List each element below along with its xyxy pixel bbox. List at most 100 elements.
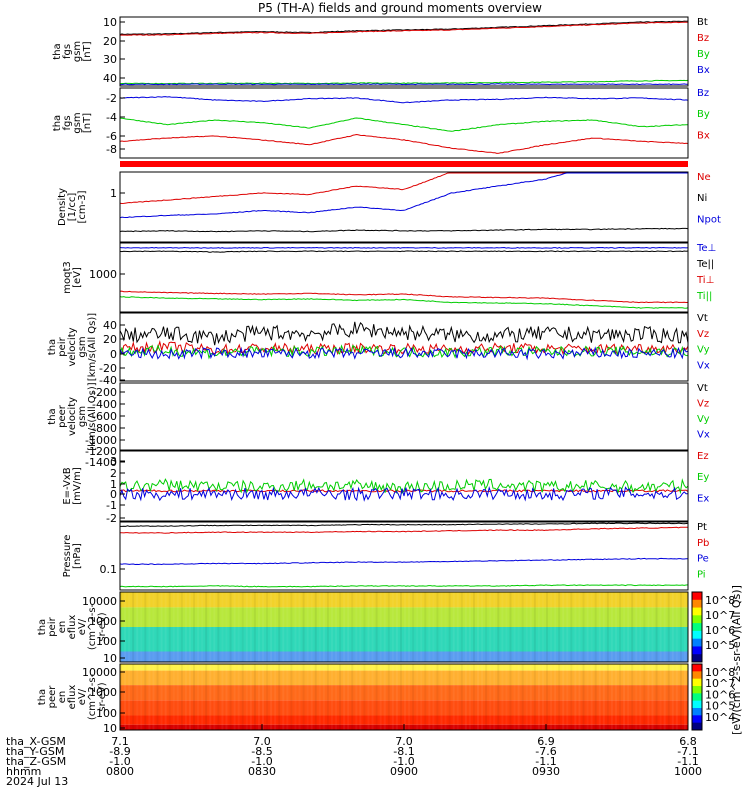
ion_spec-stripe [570,592,573,662]
ion_spec-band [120,592,688,608]
ion_spec-stripe [517,592,520,662]
density-ylabel: [1/cc] [67,193,78,222]
ele_spec-stripe [144,664,147,730]
ion_spec-stripe [314,592,317,662]
ion_spec-stripe [667,592,670,662]
ele_spec-ylabel: eflux [67,685,78,710]
ion_spec-stripe [351,592,354,662]
ele_spec-stripe [326,664,329,730]
ion_vel-ylabel: gsm [77,336,88,357]
efield-frame [119,450,689,522]
ion_spec-stripe [509,592,512,662]
ion_vel-ylabel: peir [57,336,68,356]
ele_spec-stripe [404,664,406,730]
ion_spec-stripe [594,592,597,662]
ele_spec-stripe [517,664,520,730]
efield-legend-1: Ey [697,472,709,483]
density-series-0 [119,172,688,205]
ele_spec-stripe [623,664,626,730]
pressure-ytick: 0.1 [100,563,118,576]
ion_spec-stripe [148,592,151,662]
ele_spec-stripe [537,664,540,730]
ele_spec-stripe [606,664,609,730]
x-row-value: -1.0 [251,755,272,768]
ele_spec-stripe [663,664,666,730]
ion_spec-colorbar-segment [692,654,702,663]
ele_spec-stripe [485,664,488,730]
ion_spec-stripe [322,592,325,662]
x-row-label: tha_Z-GSM [6,755,66,768]
ion_vel-ytick: -40 [99,374,117,387]
ion_spec-stripe [578,592,581,662]
ele_spec-stripe [493,664,496,730]
ion_spec-stripe [493,592,496,662]
ele_spec-stripe [180,664,183,730]
ion_spec-stripe [562,592,565,662]
ion_spec-ytick: 1000 [89,615,117,628]
ele_spec-band [120,715,688,725]
ion_spec-stripe [237,592,240,662]
ele_spec-stripe [266,664,269,730]
ele_vel-ytick: -800 [92,422,117,435]
ele_spec-stripe [432,664,435,730]
ion_spec-stripe [172,592,175,662]
ele_spec-stripe [643,664,646,730]
ele_spec-stripe [363,664,366,730]
ele_spec-stripe [395,664,398,730]
x-row-value: -7.1 [677,745,698,758]
ele_spec-stripe [132,664,135,730]
ele_spec-stripe [639,664,642,730]
ele_vel-ytick: -1400 [85,456,117,469]
ion_spec-stripe [140,592,143,662]
ion_spec-stripe [477,592,480,662]
ion_spec-stripe [298,592,301,662]
ion_spec-stripe [412,592,415,662]
ele_spec-stripe [477,664,480,730]
ion_spec-stripe [286,592,289,662]
density-ylabel: [cm-3] [77,190,88,223]
ele_spec-colorbar-segment [692,678,702,687]
quality-flag-bar [120,161,688,167]
ele_vel-ylabel: [km/s(All Qs)] [87,382,98,450]
ele_spec-stripe [233,664,236,730]
density-series-2 [119,172,688,219]
temp-ylabel: [eV] [72,267,83,288]
ele_spec-stripe [193,664,196,730]
fgs_btot-series-0 [119,20,689,36]
ion_vel-legend-1: Vz [697,329,709,340]
ele_spec-stripe [598,664,601,730]
efield-series-1 [119,478,689,495]
ion_spec-stripe [643,592,646,662]
ele_spec-stripe [330,664,333,730]
ion_spec-stripe [554,592,557,662]
ele_spec-stripe [347,664,350,730]
ion_spec-stripe [355,592,358,662]
ele_spec-stripe [241,664,244,730]
x-row-value: -8.9 [109,745,130,758]
ele_spec-stripe [156,664,159,730]
fgs_btot-legend-2: By [697,49,710,60]
fgs_comp-series-1 [120,117,689,132]
ele_spec-ytick: 10 [103,722,117,735]
ion_spec-stripe [606,592,609,662]
fgs_btot-series-3 [120,83,688,86]
ion_spec-ytick: 100 [96,635,117,648]
ele_spec-stripe [120,664,122,730]
x-row-value: -1.0 [109,755,130,768]
ion_spec-stripe [339,592,342,662]
ele_spec-stripe [306,664,309,730]
ele_spec-stripe [391,664,394,730]
ion_vel-ytick: 20 [103,333,117,346]
ion_spec-stripe [180,592,183,662]
ion_spec-stripe [598,592,601,662]
x-row-value: -8.1 [393,745,414,758]
x-row-value: 7.1 [111,735,129,748]
ion_spec-colorbar-segment [692,615,702,624]
ion_spec-stripe [249,592,252,662]
ele_spec-stripe [387,664,390,730]
ion_spec-stripe [610,592,613,662]
fgs_comp-series-0 [119,96,689,104]
ion_spec-ytick: 10 [103,652,117,665]
ion_spec-stripe [383,592,386,662]
panel-fgs_comp: -2 -4 -6-8 tha fgs gsm [nT] Bz By Bx [52,87,710,159]
